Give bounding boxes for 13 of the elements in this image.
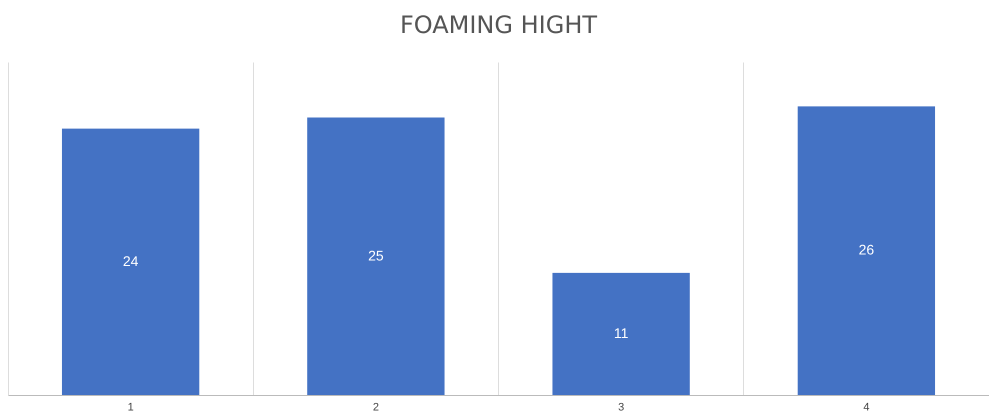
chart-title: FOAMING HIGHT [400, 11, 598, 39]
data-label: 25 [368, 247, 384, 264]
bar [307, 118, 445, 395]
x-tick-label: 1 [128, 402, 134, 414]
data-label: 24 [122, 252, 139, 269]
x-tick-label: 4 [863, 402, 870, 414]
bar [552, 272, 690, 395]
x-tick-label: 3 [618, 402, 624, 414]
bar [798, 106, 936, 395]
data-label: 26 [858, 242, 874, 258]
x-tick-label: 2 [372, 402, 379, 414]
data-label: 11 [614, 324, 629, 341]
bar [62, 128, 200, 395]
